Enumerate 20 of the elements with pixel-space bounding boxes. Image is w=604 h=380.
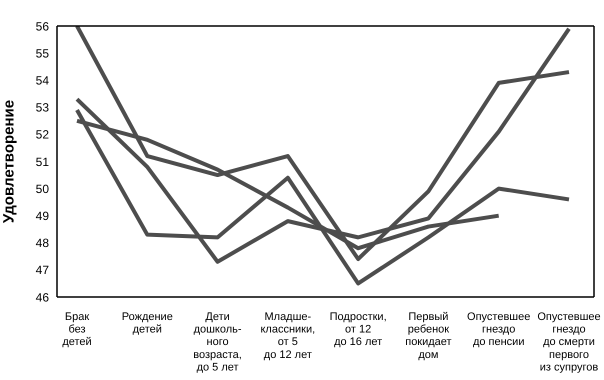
y-tick-label: 54: [36, 73, 50, 88]
y-tick-label: 50: [36, 182, 50, 196]
x-tick-label: Первый ребенок покидает дом: [405, 310, 452, 361]
y-tick-label: 51: [36, 154, 50, 169]
x-tick-label: Подростки, от 12 до 16 лет: [330, 310, 387, 348]
x-tick-label: Брак без детей: [62, 310, 92, 348]
y-tick-label: 55: [36, 46, 50, 60]
y-tick-label: 47: [36, 263, 50, 278]
x-tick-label: Опустевшее гнездо до пенсии: [467, 310, 530, 348]
y-tick-label: 48: [36, 236, 50, 250]
y-tick-label: 46: [36, 290, 50, 304]
y-tick-label: 53: [36, 100, 50, 115]
x-tick-label: Опустевшее гнездо до смерти первого из супругов: [537, 310, 601, 374]
y-tick-label: 49: [36, 208, 50, 223]
x-tick-label: Дети дошколь- ного возраста, до 5 лет: [193, 310, 242, 374]
y-tick-label: 52: [36, 128, 50, 142]
y-axis-title: Удовлетворение: [0, 100, 18, 224]
x-tick-label: Рождение детей: [122, 310, 173, 336]
y-tick-label: 56: [36, 19, 50, 34]
x-tick-label: Младше- классники, от 5 до 12 лет: [260, 310, 316, 361]
